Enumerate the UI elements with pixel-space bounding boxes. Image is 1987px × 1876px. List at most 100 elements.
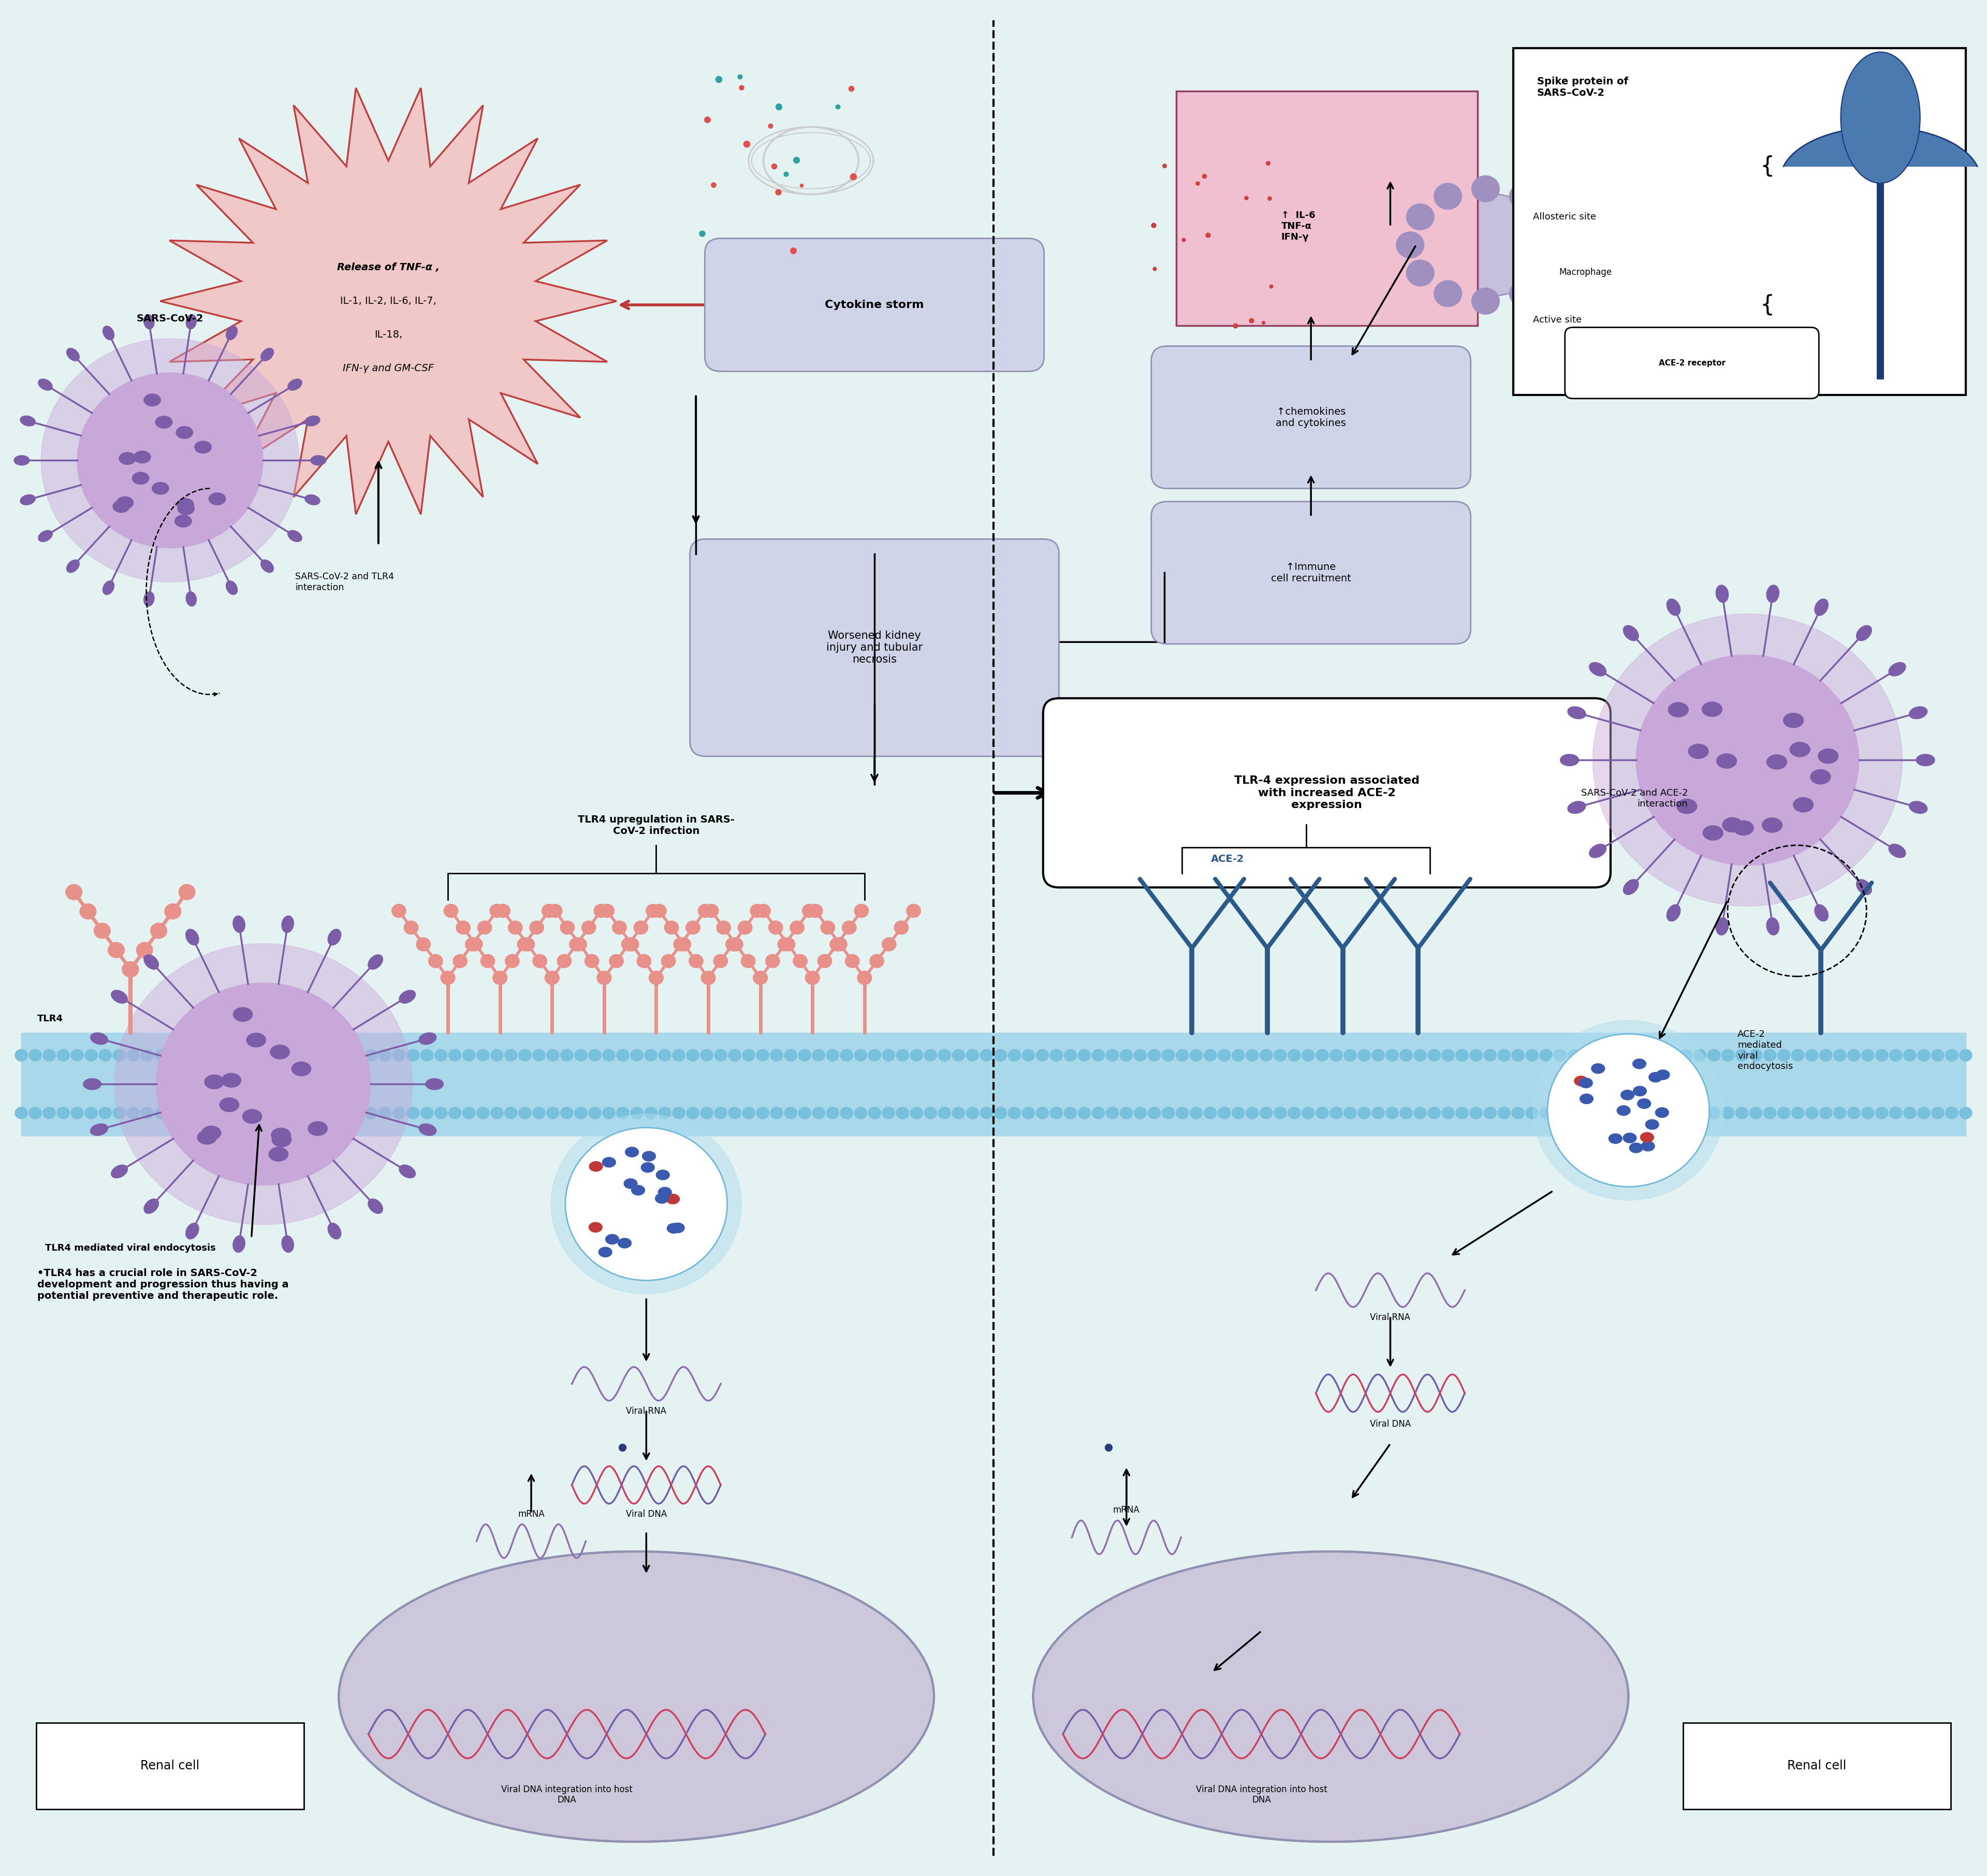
Ellipse shape bbox=[1717, 585, 1729, 602]
Circle shape bbox=[107, 942, 125, 959]
Ellipse shape bbox=[175, 516, 191, 527]
Circle shape bbox=[841, 1107, 852, 1118]
Circle shape bbox=[1162, 1049, 1174, 1062]
Circle shape bbox=[1288, 1107, 1301, 1118]
Circle shape bbox=[1329, 1107, 1343, 1118]
Circle shape bbox=[505, 1049, 517, 1062]
Circle shape bbox=[1526, 1049, 1538, 1062]
Circle shape bbox=[1470, 1107, 1482, 1118]
Circle shape bbox=[123, 962, 139, 977]
Circle shape bbox=[868, 1049, 880, 1062]
Ellipse shape bbox=[1766, 917, 1778, 934]
Circle shape bbox=[938, 1107, 952, 1118]
Ellipse shape bbox=[1717, 754, 1737, 769]
Circle shape bbox=[858, 972, 872, 985]
Circle shape bbox=[980, 1049, 994, 1062]
Circle shape bbox=[533, 1049, 544, 1062]
Ellipse shape bbox=[1689, 745, 1709, 758]
Ellipse shape bbox=[606, 1234, 618, 1244]
Circle shape bbox=[421, 1107, 433, 1118]
Ellipse shape bbox=[292, 1062, 312, 1075]
Circle shape bbox=[594, 904, 608, 917]
Ellipse shape bbox=[68, 559, 79, 572]
Circle shape bbox=[531, 921, 544, 934]
Circle shape bbox=[1260, 1107, 1272, 1118]
Circle shape bbox=[616, 1107, 630, 1118]
Ellipse shape bbox=[221, 1097, 238, 1112]
Circle shape bbox=[703, 904, 719, 917]
Circle shape bbox=[817, 955, 833, 968]
Circle shape bbox=[183, 1049, 195, 1062]
Circle shape bbox=[1526, 1107, 1538, 1118]
Ellipse shape bbox=[1810, 769, 1830, 784]
Circle shape bbox=[505, 1107, 517, 1118]
Circle shape bbox=[1190, 1049, 1202, 1062]
Circle shape bbox=[1931, 1107, 1943, 1118]
Circle shape bbox=[1429, 1049, 1441, 1062]
Circle shape bbox=[713, 955, 727, 968]
Circle shape bbox=[1429, 1107, 1441, 1118]
FancyBboxPatch shape bbox=[705, 238, 1043, 371]
Circle shape bbox=[1435, 281, 1462, 306]
Circle shape bbox=[841, 1049, 852, 1062]
Circle shape bbox=[799, 1107, 811, 1118]
Ellipse shape bbox=[143, 394, 161, 405]
Circle shape bbox=[509, 921, 523, 934]
Circle shape bbox=[1443, 1107, 1454, 1118]
Circle shape bbox=[151, 923, 167, 938]
Circle shape bbox=[519, 1049, 531, 1062]
Circle shape bbox=[169, 1107, 181, 1118]
Circle shape bbox=[588, 1049, 602, 1062]
Circle shape bbox=[600, 904, 614, 917]
Circle shape bbox=[1792, 1049, 1804, 1062]
Circle shape bbox=[805, 972, 819, 985]
Circle shape bbox=[1959, 1107, 1971, 1118]
Circle shape bbox=[1407, 204, 1435, 231]
Text: ACE-2: ACE-2 bbox=[1210, 854, 1244, 865]
Circle shape bbox=[469, 938, 483, 951]
Ellipse shape bbox=[153, 482, 169, 495]
Text: mRNA: mRNA bbox=[519, 1510, 544, 1520]
Circle shape bbox=[1107, 1107, 1119, 1118]
Circle shape bbox=[1582, 1107, 1594, 1118]
Circle shape bbox=[966, 1049, 980, 1062]
Circle shape bbox=[1568, 1107, 1580, 1118]
Ellipse shape bbox=[1910, 801, 1927, 814]
Circle shape bbox=[1623, 1049, 1635, 1062]
Circle shape bbox=[493, 972, 507, 985]
Circle shape bbox=[821, 921, 835, 934]
Circle shape bbox=[882, 1049, 894, 1062]
Ellipse shape bbox=[308, 1122, 328, 1135]
Text: Active site: Active site bbox=[1534, 315, 1582, 325]
Text: Allosteric site: Allosteric site bbox=[1534, 212, 1596, 221]
Circle shape bbox=[1397, 233, 1425, 259]
Polygon shape bbox=[1784, 128, 1977, 167]
Ellipse shape bbox=[195, 441, 211, 454]
Circle shape bbox=[966, 1107, 980, 1118]
Text: •TLR4 has a crucial role in SARS-CoV-2
development and progression thus having a: •TLR4 has a crucial role in SARS-CoV-2 d… bbox=[38, 1268, 288, 1300]
Ellipse shape bbox=[1417, 193, 1556, 296]
Circle shape bbox=[646, 904, 660, 917]
Circle shape bbox=[30, 1107, 42, 1118]
Ellipse shape bbox=[368, 1199, 383, 1214]
Circle shape bbox=[157, 983, 370, 1186]
Ellipse shape bbox=[658, 1188, 672, 1197]
Circle shape bbox=[435, 1107, 447, 1118]
Circle shape bbox=[441, 972, 455, 985]
Text: Worsened kidney
injury and tubular
necrosis: Worsened kidney injury and tubular necro… bbox=[827, 630, 922, 664]
Ellipse shape bbox=[270, 1045, 290, 1058]
Text: mRNA: mRNA bbox=[1113, 1506, 1141, 1516]
Circle shape bbox=[1407, 261, 1435, 287]
Ellipse shape bbox=[1641, 1141, 1655, 1152]
Circle shape bbox=[42, 338, 300, 582]
Ellipse shape bbox=[598, 1248, 612, 1257]
Circle shape bbox=[544, 972, 558, 985]
Circle shape bbox=[1035, 1107, 1049, 1118]
Ellipse shape bbox=[177, 503, 195, 514]
Ellipse shape bbox=[223, 1073, 240, 1088]
Ellipse shape bbox=[288, 531, 302, 542]
Ellipse shape bbox=[246, 1034, 266, 1047]
Circle shape bbox=[1007, 1049, 1021, 1062]
Bar bbox=[36, 1722, 304, 1808]
Circle shape bbox=[477, 921, 491, 934]
